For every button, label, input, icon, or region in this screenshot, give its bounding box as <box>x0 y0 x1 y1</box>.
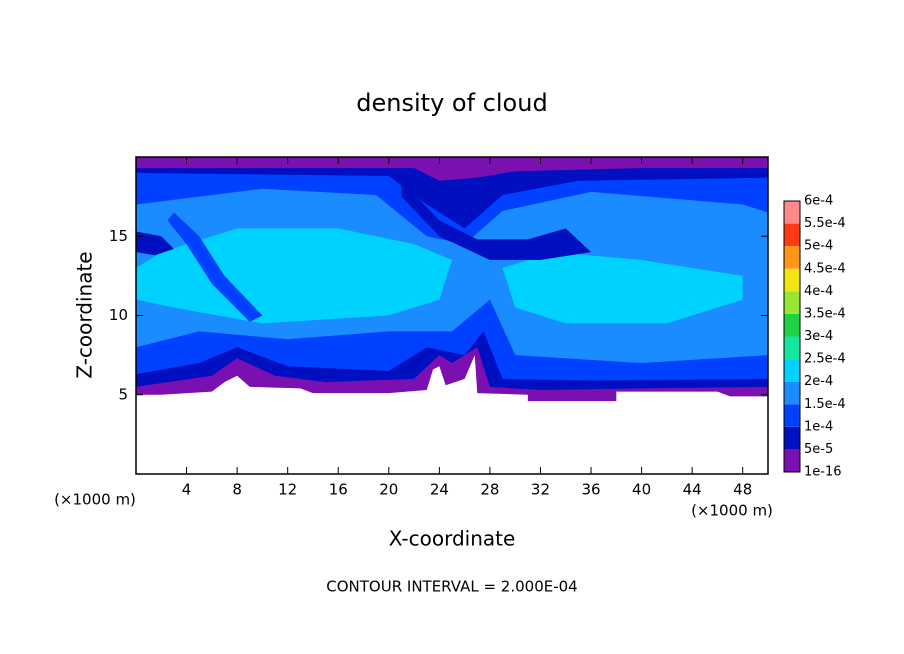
colorbar-label: 2e-4 <box>804 374 833 389</box>
colorbar-swatch <box>784 313 800 337</box>
colorbar-swatch <box>784 291 800 314</box>
colorbar-label: 5e-4 <box>804 239 833 254</box>
colorbar-swatch <box>784 426 800 450</box>
contour-region <box>167 212 263 322</box>
contour-region <box>502 252 743 324</box>
x-tick-label: 16 <box>329 481 348 499</box>
contour-interval: CONTOUR INTERVAL = 2.000E-04 <box>326 578 577 596</box>
x-tick-label: 36 <box>581 481 600 499</box>
y-tick-label: 10 <box>109 306 128 324</box>
contour-region <box>136 231 174 256</box>
chart-title: density of cloud <box>356 89 547 117</box>
colorbar-label: 5.5e-4 <box>804 216 846 231</box>
x-tick-label: 32 <box>531 481 550 499</box>
colorbar-label: 1e-4 <box>804 419 833 434</box>
colorbar-swatch <box>784 449 800 472</box>
colorbar-label: 3e-4 <box>804 329 833 344</box>
contour-region <box>136 228 452 324</box>
colorbar-swatch <box>784 404 800 427</box>
x-axis-label: X-coordinate <box>389 527 516 551</box>
x-tick-label: 20 <box>379 481 398 499</box>
y-tick-label: 15 <box>109 227 128 245</box>
contour-region <box>401 180 592 261</box>
colorbar-swatch <box>784 359 800 382</box>
x-tick-label: 40 <box>632 481 651 499</box>
x-tick-label: 12 <box>278 481 297 499</box>
x-tick-label: 4 <box>182 481 192 499</box>
x-tick-label: 24 <box>430 481 449 499</box>
colorbar-swatch <box>784 268 800 292</box>
x-tick-label: 44 <box>683 481 702 499</box>
y-axis-label: Z-coordinate <box>73 251 97 378</box>
colorbar-swatch <box>784 381 800 405</box>
colorbar-label: 1e-16 <box>804 465 842 480</box>
colorbar-swatch <box>784 223 800 247</box>
y-tick-label: 5 <box>118 385 128 403</box>
colorbar-label: 4.5e-4 <box>804 261 846 276</box>
colorbar-swatch <box>784 201 800 224</box>
x-unit-label: (×1000 m) <box>54 491 136 509</box>
colorbar-label: 2.5e-4 <box>804 352 846 367</box>
x-tick-label: 8 <box>232 481 242 499</box>
colorbar-frame <box>783 200 801 473</box>
colorbar-swatch <box>784 336 800 360</box>
x-tick-label: 48 <box>733 481 752 499</box>
colorbar-label: 4e-4 <box>804 284 833 299</box>
x-tick-label: 28 <box>480 481 499 499</box>
colorbar-label: 3.5e-4 <box>804 306 846 321</box>
x-unit-label: (×1000 m) <box>691 502 773 520</box>
colorbar-label: 1.5e-4 <box>804 397 846 412</box>
colorbar-swatch <box>784 246 800 269</box>
colorbar-label: 6e-4 <box>804 194 833 209</box>
colorbar-label: 5e-5 <box>804 442 833 457</box>
